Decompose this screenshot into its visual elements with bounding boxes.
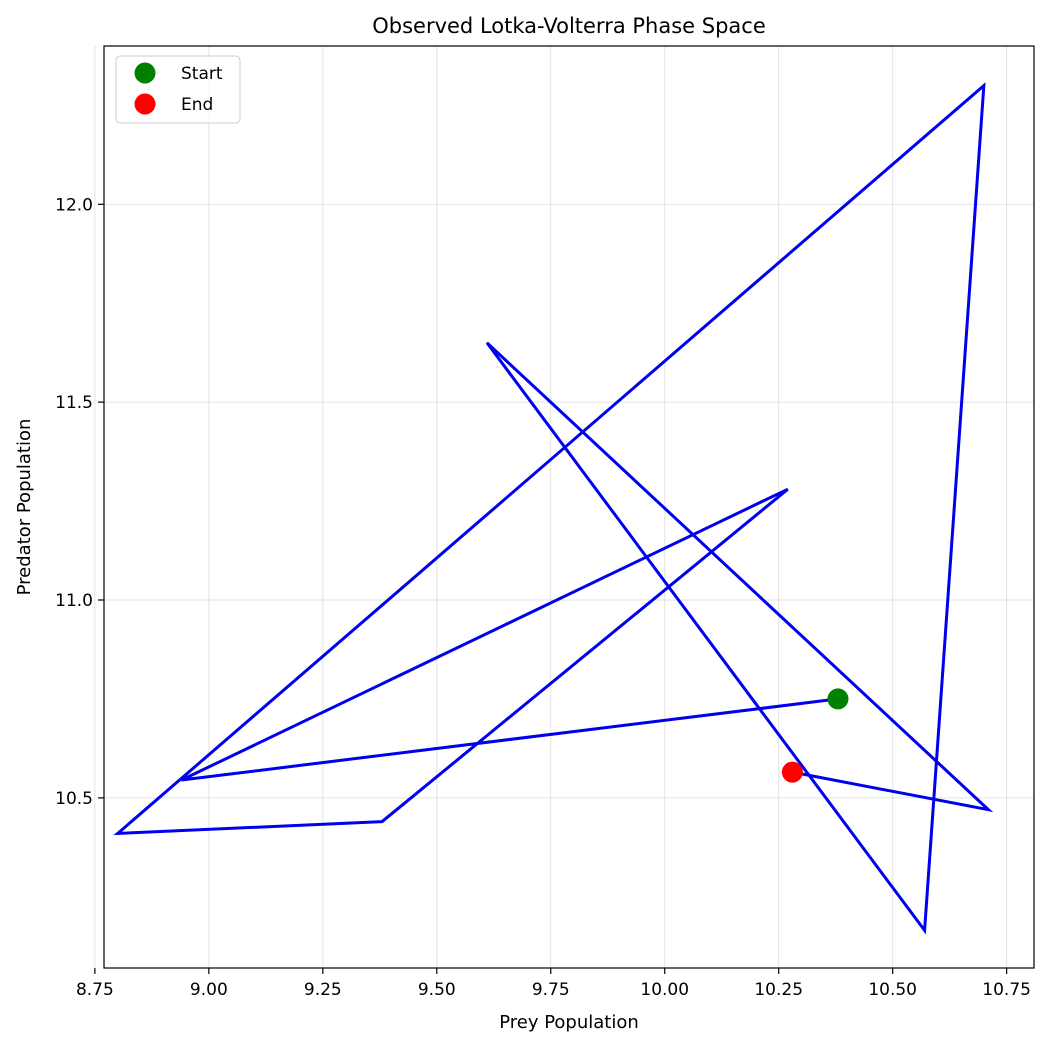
y-tick-label: 11.0 — [55, 591, 93, 611]
markers-group — [781, 688, 849, 783]
x-tick-label: 10.75 — [982, 980, 1031, 1000]
legend: Start End — [115, 55, 241, 124]
y-tick-label: 12.0 — [55, 195, 93, 215]
legend-end-marker — [134, 93, 156, 115]
y-tick-label: 10.5 — [55, 789, 93, 809]
x-axis: 8.75 9.00 9.25 9.50 9.75 10.00 10.25 10.50 10.75 — [76, 968, 1031, 1000]
x-tick-label: 10.50 — [868, 980, 917, 1000]
y-axis: 10.5 11.0 11.5 12.0 — [55, 195, 104, 809]
y-tick-label: 11.5 — [55, 393, 93, 413]
legend-start-marker — [134, 62, 156, 84]
start-marker — [827, 688, 849, 710]
x-tick-label: 9.00 — [190, 980, 228, 1000]
legend-end-label: End — [181, 95, 213, 115]
x-tick-label: 8.75 — [76, 980, 114, 1000]
trajectory-line — [113, 82, 994, 935]
legend-start-label: Start — [181, 64, 223, 84]
x-tick-label: 9.25 — [304, 980, 342, 1000]
x-axis-label: Prey Population — [499, 1012, 639, 1033]
x-tick-label: 10.25 — [754, 980, 803, 1000]
series-group — [113, 82, 994, 935]
x-tick-label: 10.00 — [640, 980, 689, 1000]
end-marker — [781, 761, 803, 783]
x-tick-label: 9.50 — [418, 980, 456, 1000]
y-axis-label: Predator Population — [14, 419, 35, 596]
plot-frame — [103, 45, 1035, 969]
chart-title: Observed Lotka-Volterra Phase Space — [372, 14, 766, 38]
x-tick-label: 9.75 — [532, 980, 570, 1000]
grid — [94, 46, 1034, 968]
